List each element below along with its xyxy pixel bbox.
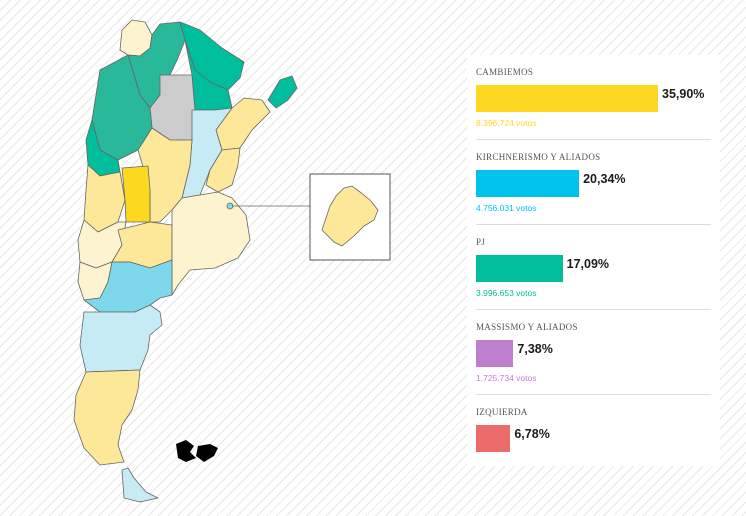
- party-block-cambiemos: CAMBIEMOS 35,90% 8.396.724 votos: [476, 55, 711, 140]
- party-block-massismo: MASSISMO Y ALIADOS 7,38% 1.725.734 votos: [476, 310, 711, 395]
- party-name: CAMBIEMOS: [476, 67, 534, 77]
- party-bar: [476, 340, 514, 367]
- province-santa-cruz[interactable]: [73, 369, 141, 466]
- party-pct-label: 17,09%: [566, 257, 610, 271]
- party-block-kirchnerismo: KIRCHNERISMO Y ALIADOS 20,34% 4.756.031 …: [476, 140, 711, 225]
- party-name: KIRCHNERISMO Y ALIADOS: [476, 152, 601, 162]
- province-entre-rios[interactable]: [205, 147, 241, 193]
- party-name: MASSISMO Y ALIADOS: [476, 322, 578, 332]
- party-block-pj: PJ 17,09% 3.996.653 votos: [476, 225, 711, 310]
- party-name: IZQUIERDA: [476, 407, 528, 417]
- province-chubut[interactable]: [79, 304, 163, 373]
- party-pct-label: 35,90%: [662, 87, 705, 101]
- party-bar: [476, 85, 658, 112]
- party-votes: 8.396.724 votos: [476, 118, 537, 128]
- party-votes: 1.725.734 votos: [476, 373, 537, 383]
- party-bar: [476, 170, 580, 197]
- province-san-luis[interactable]: [121, 165, 151, 223]
- party-bar: [476, 255, 563, 282]
- province-tierra-del-fuego[interactable]: [121, 467, 159, 503]
- province-buenos-aires[interactable]: [171, 191, 251, 296]
- party-pct-label: 6,78%: [514, 427, 550, 441]
- province-misiones[interactable]: [267, 75, 298, 109]
- caba-inset-shape[interactable]: [321, 185, 379, 247]
- party-votes: 3.996.653 votos: [476, 288, 537, 298]
- party-bar: [476, 425, 511, 452]
- results-panel: CAMBIEMOS 35,90% 8.396.724 votos KIRCHNE…: [467, 55, 720, 466]
- party-pct-label: 20,34%: [583, 172, 626, 186]
- malvinas-islands: [176, 440, 218, 462]
- party-pct-label: 7,38%: [517, 342, 553, 356]
- party-name: PJ: [476, 237, 486, 247]
- party-block-izquierda: IZQUIERDA 6,78%: [476, 395, 711, 480]
- caba-inset: [309, 173, 391, 261]
- argentina-results-map: [73, 19, 391, 503]
- party-votes: 4.756.031 votos: [476, 203, 537, 213]
